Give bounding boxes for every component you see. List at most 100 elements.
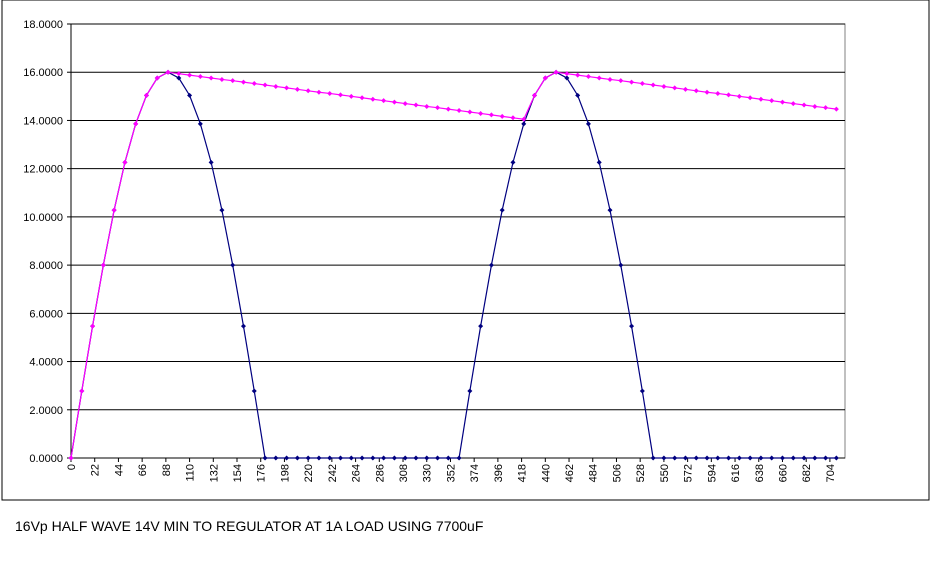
x-tick-label: 418: [517, 464, 529, 482]
marker: [801, 455, 807, 461]
marker: [682, 86, 688, 92]
marker: [337, 455, 343, 461]
marker: [575, 72, 581, 78]
marker: [585, 74, 591, 80]
x-tick-label: 176: [256, 464, 268, 482]
marker: [812, 103, 818, 109]
marker: [833, 455, 839, 461]
marker: [510, 115, 516, 121]
marker: [736, 93, 742, 99]
x-tick-label: 198: [279, 464, 291, 482]
marker: [499, 207, 505, 213]
marker: [424, 455, 430, 461]
marker: [639, 388, 645, 394]
x-tick-label: 308: [398, 464, 410, 482]
marker: [456, 455, 462, 461]
marker: [736, 455, 742, 461]
marker: [801, 102, 807, 108]
marker: [165, 69, 171, 75]
marker: [176, 75, 182, 81]
marker: [575, 92, 581, 98]
marker: [370, 96, 376, 102]
x-tick-label: 550: [659, 464, 671, 482]
marker: [359, 95, 365, 101]
marker: [68, 455, 74, 461]
marker: [284, 85, 290, 91]
marker: [532, 92, 538, 98]
y-tick-label: 10.0000: [23, 212, 63, 224]
marker: [488, 112, 494, 118]
x-tick-label: 572: [683, 464, 695, 482]
marker: [230, 78, 236, 84]
marker: [435, 105, 441, 111]
marker: [391, 455, 397, 461]
x-tick-label: 704: [825, 464, 837, 482]
plot-area: [70, 23, 846, 459]
y-tick-label: 4.0000: [29, 357, 63, 369]
marker: [510, 159, 516, 165]
x-tick-label: 352: [445, 464, 457, 482]
marker: [359, 455, 365, 461]
marker: [370, 455, 376, 461]
marker: [348, 93, 354, 99]
marker: [273, 455, 279, 461]
marker: [790, 101, 796, 107]
x-tick-label: 528: [635, 464, 647, 482]
marker: [467, 109, 473, 115]
marker: [381, 455, 387, 461]
marker: [327, 90, 333, 96]
marker: [79, 388, 85, 394]
marker: [747, 95, 753, 101]
marker: [650, 455, 656, 461]
marker: [154, 75, 160, 81]
marker: [176, 71, 182, 77]
marker: [499, 113, 505, 119]
marker: [348, 455, 354, 461]
marker: [467, 388, 473, 394]
marker: [90, 323, 96, 329]
marker: [381, 98, 387, 104]
marker: [413, 455, 419, 461]
marker: [661, 83, 667, 89]
x-tick-label: 396: [493, 464, 505, 482]
x-tick-label: 88: [161, 464, 173, 476]
x-tick-label: 616: [730, 464, 742, 482]
marker: [111, 207, 117, 213]
marker: [273, 83, 279, 89]
marker: [715, 455, 721, 461]
marker: [251, 81, 257, 87]
marker: [693, 455, 699, 461]
marker: [122, 159, 128, 165]
x-tick-label: 286: [374, 464, 386, 482]
x-tick-label: 22: [90, 464, 102, 476]
marker: [435, 455, 441, 461]
marker: [639, 81, 645, 87]
y-tick-label: 14.0000: [23, 115, 63, 127]
x-tick-label: 484: [588, 464, 600, 482]
marker: [629, 323, 635, 329]
marker: [715, 90, 721, 96]
x-tick-label: 682: [801, 464, 813, 482]
x-tick-label: 66: [137, 464, 149, 476]
caption: 16Vp HALF WAVE 14V MIN TO REGULATOR AT 1…: [15, 518, 483, 534]
marker: [100, 262, 106, 268]
marker: [445, 106, 451, 112]
marker: [488, 262, 494, 268]
marker: [553, 69, 559, 75]
marker: [413, 102, 419, 108]
marker: [618, 78, 624, 84]
marker: [564, 75, 570, 81]
x-tick-label: 638: [754, 464, 766, 482]
marker: [208, 75, 214, 81]
marker: [607, 207, 613, 213]
marker: [693, 88, 699, 94]
marker: [747, 455, 753, 461]
y-tick-label: 0.0000: [29, 453, 63, 465]
marker: [262, 455, 268, 461]
y-tick-label: 2.0000: [29, 405, 63, 417]
marker: [618, 262, 624, 268]
marker: [672, 455, 678, 461]
marker: [143, 92, 149, 98]
y-tick-label: 6.0000: [29, 308, 63, 320]
marker: [650, 82, 656, 88]
